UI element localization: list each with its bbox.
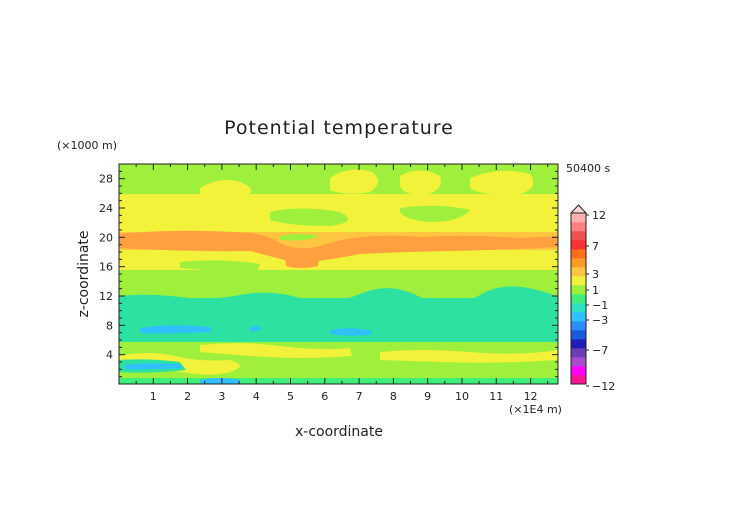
time-label: 50400 s xyxy=(566,162,610,175)
colorbar-label: 3 xyxy=(592,268,599,281)
mid-green-pocket xyxy=(180,260,260,271)
colorbar-segment xyxy=(571,330,586,340)
colorbar-segment xyxy=(571,222,586,232)
colorbar-segment xyxy=(571,303,586,313)
colorbar-label: 1 xyxy=(592,284,599,297)
colorbar-segment xyxy=(571,240,586,250)
band-surface xyxy=(119,378,558,384)
colorbar-label: 12 xyxy=(592,209,606,222)
surface-blue-patch xyxy=(200,378,240,384)
colorbar-segment xyxy=(571,375,586,385)
colorbar-segment xyxy=(571,276,586,286)
x-tick-label: 9 xyxy=(424,390,431,403)
x-tick-label: 11 xyxy=(489,390,503,403)
colorbar-segment xyxy=(571,339,586,349)
x-tick-label: 12 xyxy=(524,390,538,403)
colorbar-segment xyxy=(571,258,586,268)
x-tick-label: 5 xyxy=(287,390,294,403)
upper-yellow-wisp-c xyxy=(400,170,441,195)
colorbar-segment xyxy=(571,267,586,277)
colorbar-segment xyxy=(571,285,586,295)
x-tick-label: 1 xyxy=(150,390,157,403)
orange-band-dip xyxy=(285,253,320,268)
colorbar-label: −7 xyxy=(592,344,608,357)
x-tick-label: 10 xyxy=(455,390,469,403)
x-tick-label: 4 xyxy=(253,390,260,403)
lower-yellow-patch-c xyxy=(380,350,558,363)
colorbar-label: −3 xyxy=(592,314,608,327)
teal-edge xyxy=(119,286,558,305)
blue-streak-mid xyxy=(140,325,212,334)
blue-blob xyxy=(250,326,262,332)
colorbar-arrow xyxy=(569,204,588,214)
y-tick-label: 12 xyxy=(99,290,113,303)
temperature-field xyxy=(119,164,558,384)
x-tick-label: 6 xyxy=(321,390,328,403)
colorbar-segment xyxy=(571,357,586,367)
x-tick-label: 8 xyxy=(390,390,397,403)
colorbar-label: 7 xyxy=(592,240,599,253)
x-axis-ticks: 1 2 3 4 5 6 7 8 9 10 11 12 xyxy=(135,164,549,403)
blue-streak-right xyxy=(330,328,372,336)
lower-yellow-patch-b xyxy=(200,343,352,358)
colorbar-label: −1 xyxy=(592,299,608,312)
x-tick-label: 3 xyxy=(218,390,225,403)
upper-green-pocket-a xyxy=(270,208,348,226)
y-unit-label: (×1000 m) xyxy=(57,139,117,152)
x-tick-label: 2 xyxy=(184,390,191,403)
x-unit-label: (×1E4 m) xyxy=(509,403,562,416)
upper-green-pocket-c xyxy=(280,234,320,241)
y-tick-label: 4 xyxy=(106,349,113,362)
colorbar-segment xyxy=(571,366,586,376)
chart-title: Potential temperature xyxy=(224,117,454,139)
y-tick-label: 28 xyxy=(99,173,113,186)
upper-yellow-wisp-d xyxy=(470,170,534,195)
x-axis-label: x-coordinate xyxy=(295,424,383,440)
y-axis-label: z-coordinate xyxy=(76,230,92,317)
colorbar-segment xyxy=(571,321,586,331)
orange-band-main xyxy=(119,230,558,263)
colorbar-segment xyxy=(571,231,586,241)
colorbar xyxy=(569,204,588,385)
colorbar-segment xyxy=(571,213,586,223)
colorbar-segment xyxy=(571,294,586,304)
y-axis-ticks: 4 8 12 16 20 24 28 xyxy=(99,170,558,378)
upper-green-pocket-b xyxy=(400,205,470,222)
colorbar-segment xyxy=(571,249,586,259)
upper-yellow-wisp-b xyxy=(330,169,379,194)
blue-streak-low xyxy=(125,363,182,370)
y-tick-label: 16 xyxy=(99,261,113,274)
y-tick-label: 24 xyxy=(99,202,113,215)
upper-yellow-wisp-a xyxy=(200,180,252,198)
colorbar-label: −12 xyxy=(592,380,615,393)
colorbar-segment xyxy=(571,312,586,322)
colorbar-labels: 12 7 3 1 −1 −3 −7 −12 xyxy=(586,209,615,393)
y-tick-label: 8 xyxy=(106,319,113,332)
y-tick-label: 20 xyxy=(99,231,113,244)
x-tick-label: 7 xyxy=(356,390,363,403)
colorbar-segment xyxy=(571,348,586,358)
